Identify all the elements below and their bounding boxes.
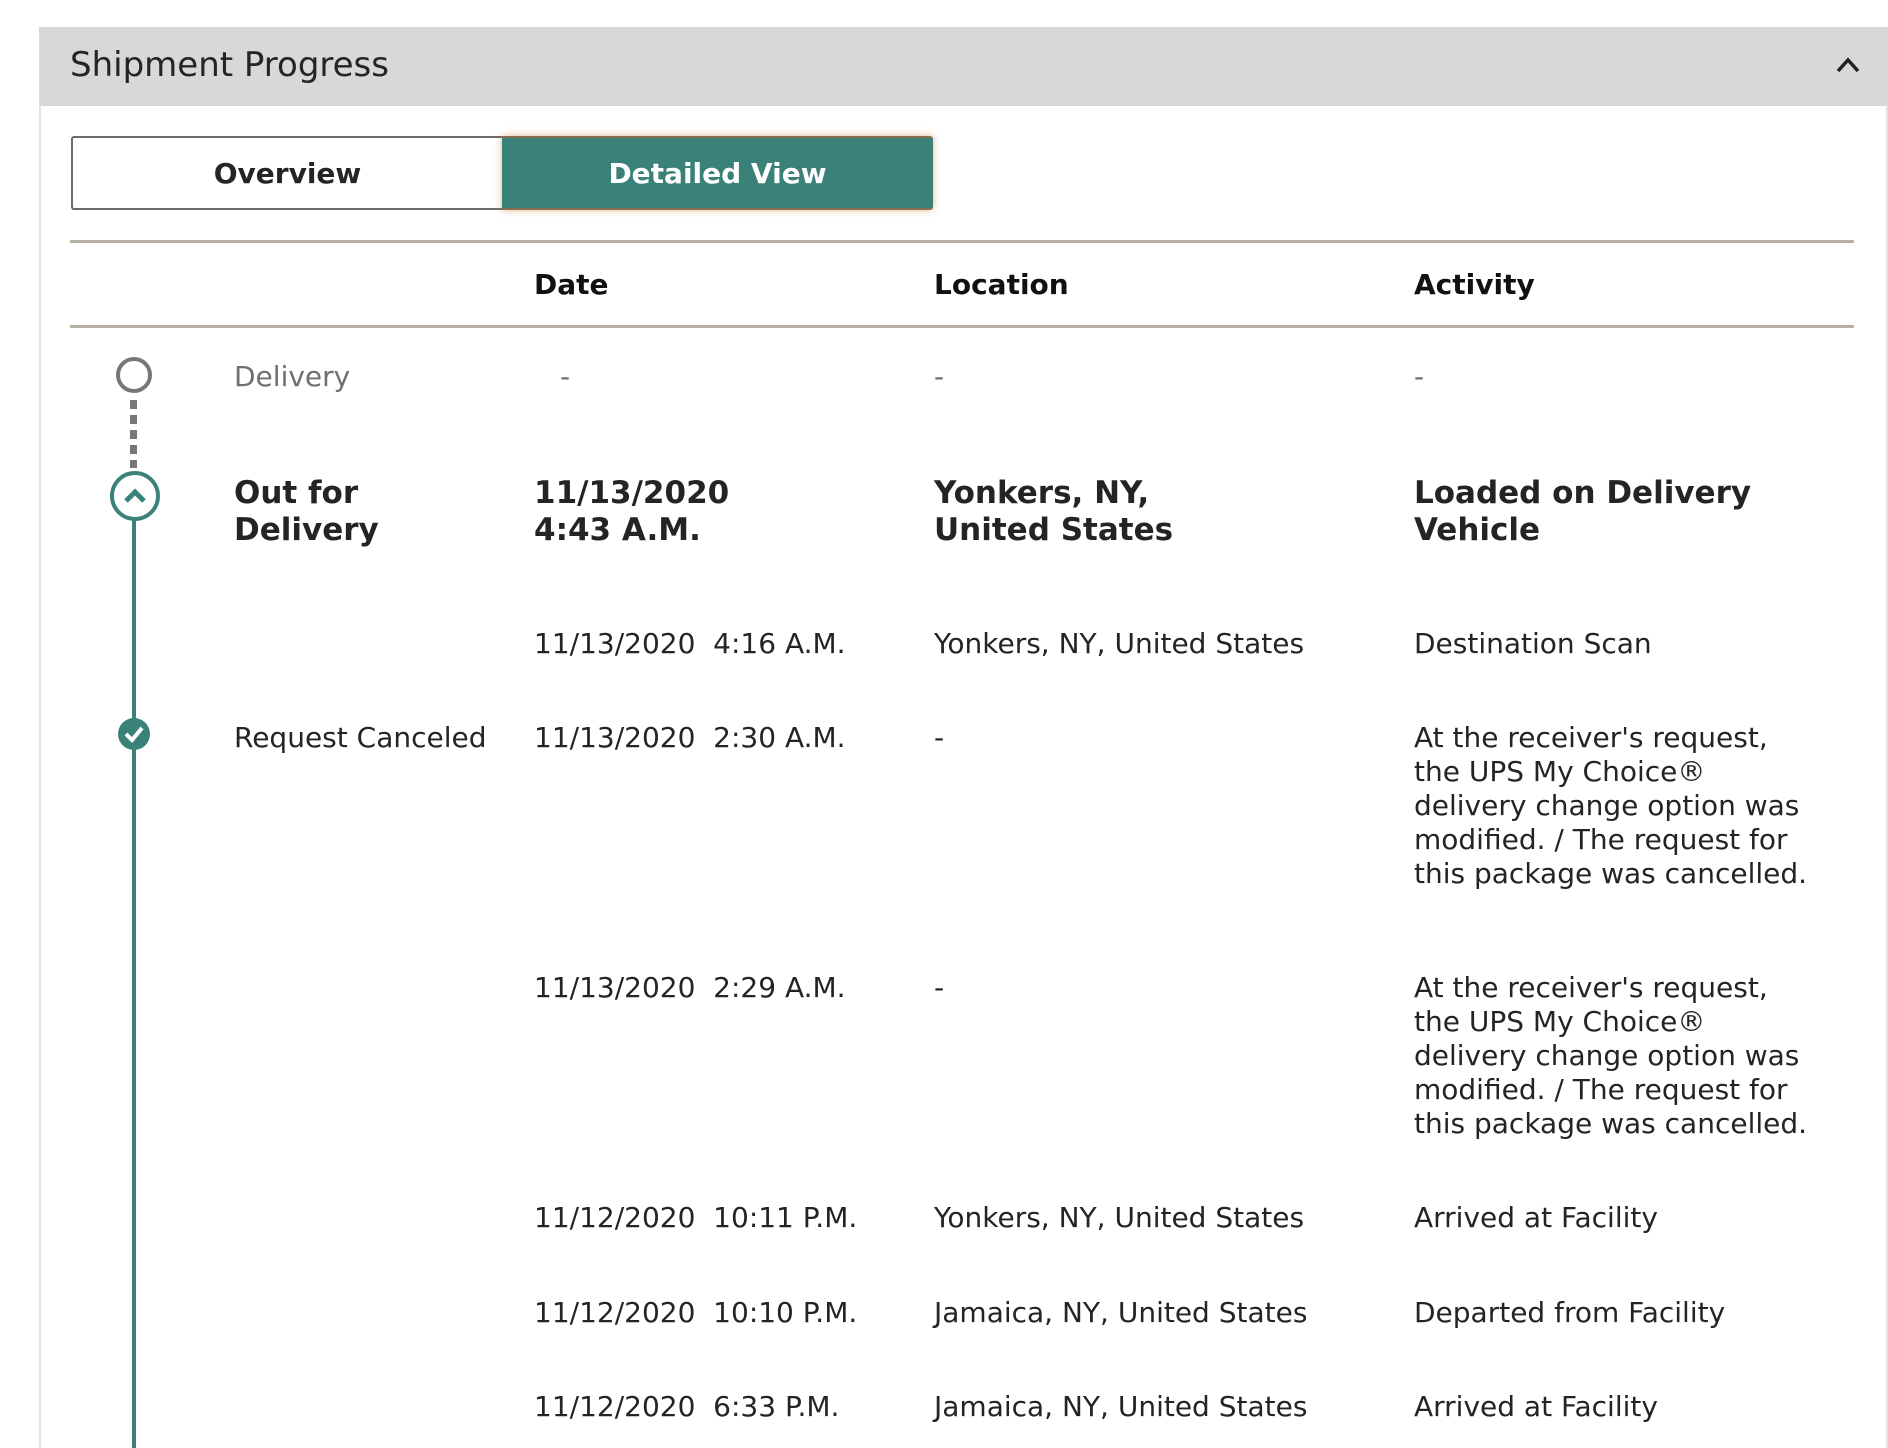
empty-circle-icon xyxy=(116,357,152,393)
location-cell: Yonkers, NY, United States xyxy=(934,475,1174,548)
tab-overview[interactable]: Overview xyxy=(71,136,502,210)
activity-cell: Arrived at Facility xyxy=(1414,1201,1658,1234)
location-cell: Yonkers, NY, United States xyxy=(934,627,1305,660)
timeline-dotted-connector xyxy=(130,400,137,468)
check-circle-icon xyxy=(118,718,150,750)
location-cell: - xyxy=(934,971,945,1004)
tab-detailed-view[interactable]: Detailed View xyxy=(502,136,933,210)
date-cell: 11/12/2020 6:33 P.M. xyxy=(534,1390,840,1423)
column-header-location: Location xyxy=(934,268,1069,301)
status-label: Delivery xyxy=(234,360,351,393)
date-cell: 11/13/2020 4:43 A.M. xyxy=(534,475,730,548)
location-cell: Yonkers, NY, United States xyxy=(934,1201,1305,1234)
activity-cell: - xyxy=(1414,360,1425,393)
view-tabs: Overview Detailed View xyxy=(71,136,933,210)
date-cell: - xyxy=(560,360,571,393)
location-cell: Jamaica, NY, United States xyxy=(934,1390,1308,1423)
date-cell: 11/13/2020 2:29 A.M. xyxy=(534,971,846,1004)
location-cell: - xyxy=(934,721,945,754)
location-cell: - xyxy=(934,360,945,393)
date-cell: 11/13/2020 4:16 A.M. xyxy=(534,627,846,660)
column-header-date: Date xyxy=(534,268,609,301)
panel-title: Shipment Progress xyxy=(70,45,389,85)
date-cell: 11/12/2020 10:11 P.M. xyxy=(534,1201,858,1234)
activity-cell: At the receiver's request, the UPS My Ch… xyxy=(1414,971,1808,1140)
status-label: Request Canceled xyxy=(234,721,487,754)
activity-cell: At the receiver's request, the UPS My Ch… xyxy=(1414,721,1808,890)
chevron-up-circle-icon xyxy=(110,471,160,521)
activity-cell: Destination Scan xyxy=(1414,627,1652,660)
location-cell: Jamaica, NY, United States xyxy=(934,1296,1308,1329)
column-header-activity: Activity xyxy=(1414,268,1535,301)
date-cell: 11/13/2020 2:30 A.M. xyxy=(534,721,846,754)
timeline-line xyxy=(132,520,136,1448)
shipment-progress-panel xyxy=(39,27,1888,1448)
panel-header[interactable]: Shipment Progress xyxy=(39,27,1888,106)
activity-cell: Departed from Facility xyxy=(1414,1296,1726,1329)
activity-cell: Arrived at Facility xyxy=(1414,1390,1658,1423)
status-label: Out for Delivery xyxy=(234,475,379,548)
table-top-divider xyxy=(70,240,1854,243)
activity-cell: Loaded on Delivery Vehicle xyxy=(1414,475,1752,548)
date-cell: 11/12/2020 10:10 P.M. xyxy=(534,1296,858,1329)
table-header-divider xyxy=(70,325,1854,328)
chevron-up-icon[interactable] xyxy=(1836,53,1860,77)
